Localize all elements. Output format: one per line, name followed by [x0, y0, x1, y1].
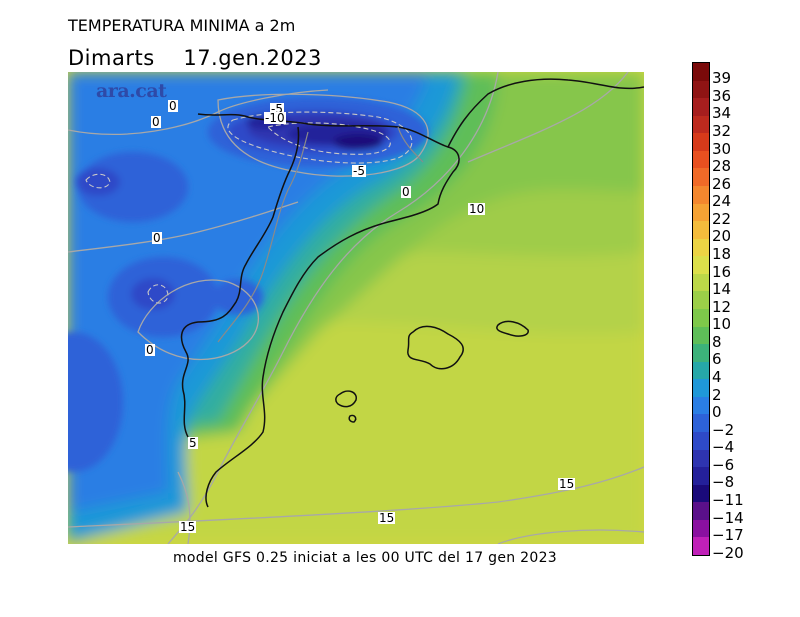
- color-legend: 39 36 34 32 30 28 26 24 22 20 18 16 14 12 10 8 6 4 2 0 −2 −4−…: [692, 62, 800, 562]
- legend-label: 26: [712, 174, 732, 193]
- legend-swatch: [693, 309, 709, 328]
- contour-label: 10: [468, 202, 486, 216]
- legend-label: 24: [712, 192, 732, 211]
- coastlines: [180, 78, 644, 508]
- legend-swatch: [693, 133, 709, 152]
- legend-swatch: [693, 168, 709, 187]
- legend-swatch: [693, 291, 709, 310]
- legend-label: 20: [712, 227, 732, 246]
- contour-label: 0: [151, 115, 161, 129]
- contour-label: 15: [558, 477, 576, 491]
- legend-label: −4: [712, 438, 735, 457]
- legend-swatch: [693, 344, 709, 363]
- map-title: TEMPERATURA MINIMA a 2m: [68, 16, 296, 35]
- legend-swatch: [693, 449, 709, 468]
- legend-swatch: [693, 186, 709, 205]
- legend-label: 12: [712, 297, 732, 316]
- legend-label: 6: [712, 350, 722, 369]
- legend-label: 18: [712, 244, 732, 263]
- contour-label: -5: [352, 164, 366, 178]
- legend-swatch: [693, 396, 709, 415]
- legend-label: −8: [712, 473, 735, 492]
- legend-swatch: [693, 150, 709, 169]
- legend-label: 14: [712, 280, 732, 299]
- negative-isotherms: [85, 111, 413, 304]
- legend-label: −17: [712, 526, 744, 545]
- legend-label: 0: [712, 403, 722, 422]
- legend-label: 32: [712, 121, 732, 140]
- legend-swatch: [693, 273, 709, 292]
- legend-label: 16: [712, 262, 732, 281]
- legend-swatch: [693, 379, 709, 398]
- legend-label: −20: [712, 543, 744, 562]
- legend-swatch: [693, 80, 709, 99]
- legend-label: 22: [712, 209, 732, 228]
- legend-label: 39: [712, 69, 732, 88]
- legend-swatch: [693, 484, 709, 503]
- contour-label: 15: [179, 520, 197, 534]
- legend-label: −14: [712, 508, 744, 527]
- contour-label: -10: [264, 111, 286, 125]
- temperature-map: ara.cat 0 0 -5 -10 -5 0 0 10 0 5 15 15 15: [68, 72, 644, 544]
- contour-label: 15: [378, 511, 396, 525]
- legend-label: 10: [712, 315, 732, 334]
- legend-label: 8: [712, 332, 722, 351]
- contour-label: 0: [401, 185, 411, 199]
- legend-label: 36: [712, 86, 732, 105]
- legend-label: −11: [712, 490, 744, 509]
- legend-swatch: [693, 537, 709, 556]
- legend-swatch: [693, 238, 709, 257]
- legend-swatch: [693, 432, 709, 451]
- legend-swatch: [693, 115, 709, 134]
- legend-swatch: [693, 221, 709, 240]
- cold-cores: [68, 97, 428, 472]
- contour-label: 0: [152, 231, 162, 245]
- map-date-subtitle: Dimarts 17.gen.2023: [68, 46, 322, 70]
- legend-label: −6: [712, 455, 735, 474]
- legend-label: −2: [712, 420, 735, 439]
- contour-label: 5: [188, 436, 198, 450]
- model-caption: model GFS 0.25 iniciat a les 00 UTC del …: [172, 550, 558, 566]
- legend-swatch: [693, 256, 709, 275]
- contour-label: 0: [168, 99, 178, 113]
- legend-label: 30: [712, 139, 732, 158]
- legend-swatch: [693, 414, 709, 433]
- legend-swatch: [693, 98, 709, 117]
- watermark-logo: ara.cat: [96, 80, 167, 102]
- legend-swatch: [693, 361, 709, 380]
- country-borders: [217, 126, 424, 343]
- legend-swatch: [693, 467, 709, 486]
- legend-label: 2: [712, 385, 722, 404]
- legend-swatch: [693, 502, 709, 521]
- legend-colorbar: [692, 62, 710, 556]
- legend-swatch: [693, 203, 709, 222]
- legend-label: 34: [712, 104, 732, 123]
- legend-swatch: [693, 63, 709, 82]
- legend-swatch: [693, 326, 709, 345]
- contour-label: 0: [145, 343, 155, 357]
- legend-label: 28: [712, 157, 732, 176]
- legend-swatch: [693, 519, 709, 538]
- temperature-field: [68, 72, 644, 544]
- legend-label: 4: [712, 367, 722, 386]
